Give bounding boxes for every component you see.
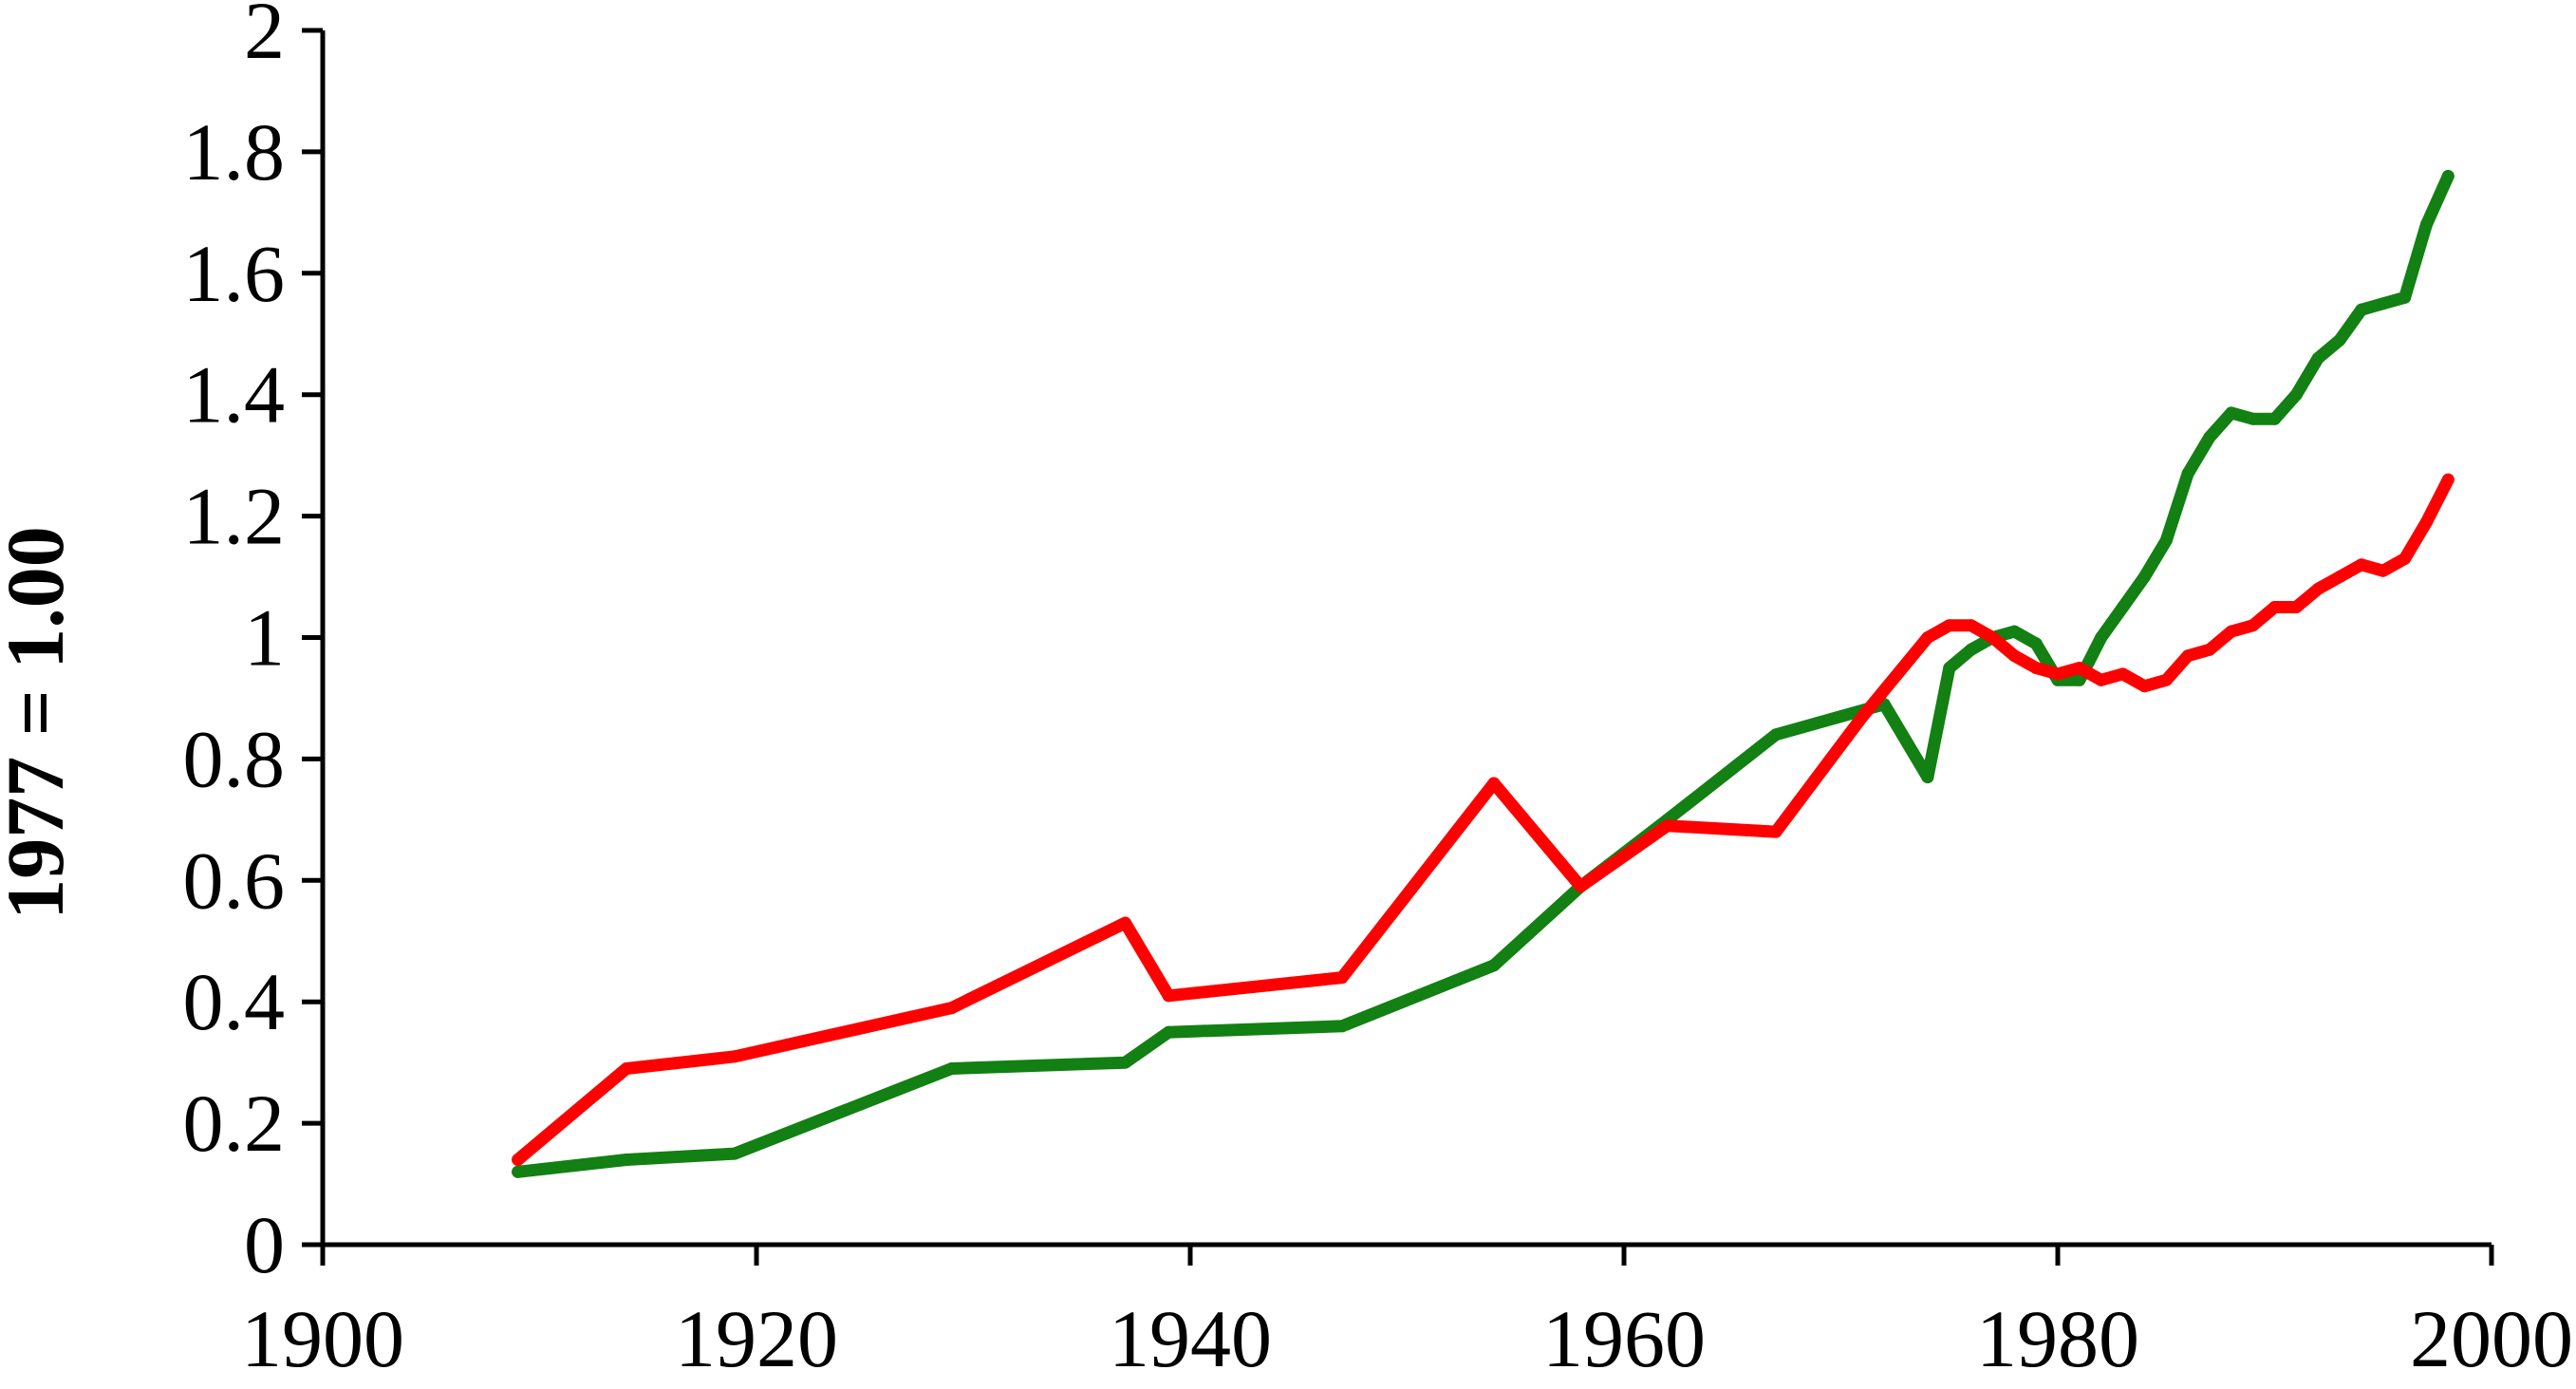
y-tick-label: 1.8	[183, 106, 286, 197]
y-tick-label: 1	[244, 592, 285, 684]
data-point	[1943, 661, 1956, 674]
data-point	[2289, 388, 2303, 402]
data-point	[2355, 303, 2368, 316]
data-point	[620, 1062, 633, 1076]
data-point	[1118, 916, 1131, 929]
data-point	[1921, 771, 1934, 784]
y-tick-label: 0.4	[183, 956, 286, 1047]
series-points-1	[512, 169, 2455, 1178]
y-tick-label: 0.6	[183, 835, 286, 926]
x-axis-ticks: 1900 1920 1940 1960 1980 2000	[241, 1245, 2573, 1384]
data-point	[2333, 571, 2346, 584]
data-point	[2137, 571, 2151, 584]
data-point	[512, 1165, 525, 1178]
data-point	[2311, 351, 2324, 365]
data-point	[1162, 989, 1175, 1003]
data-point	[620, 1153, 633, 1166]
data-point	[2377, 297, 2390, 310]
data-point	[2225, 406, 2238, 420]
series-line-1	[512, 170, 2455, 1178]
x-tick-label: 1960	[1542, 1293, 1706, 1384]
data-point	[2441, 473, 2455, 486]
data-point	[2225, 625, 2238, 638]
data-point	[2137, 680, 2151, 693]
x-tick-label: 1920	[675, 1293, 838, 1384]
data-point	[1856, 710, 1869, 723]
y-tick-label: 1.2	[183, 471, 286, 562]
data-point	[2095, 673, 2108, 686]
data-point	[1335, 1020, 1349, 1033]
data-point	[2377, 564, 2390, 577]
data-point	[2007, 625, 2021, 638]
data-point	[1943, 619, 1956, 632]
data-point	[2355, 558, 2368, 572]
data-point	[728, 1147, 741, 1160]
y-tick-label: 1.4	[183, 349, 286, 441]
data-point	[1118, 1056, 1131, 1069]
data-point	[2007, 649, 2021, 663]
data-point	[1769, 825, 1783, 838]
data-point	[2117, 667, 2130, 681]
y-axis-ticks: 0 0.2 0.4 0.6 0.8 1 1.2 1.4 1.6 1.8 2	[183, 0, 323, 1290]
data-point	[2441, 169, 2455, 182]
series-line-2	[512, 473, 2455, 1166]
data-point	[2117, 601, 2130, 614]
data-point	[1661, 819, 1674, 833]
y-tick-label: 2	[244, 0, 285, 76]
data-point	[2181, 467, 2194, 480]
data-point	[2247, 412, 2260, 425]
data-point	[945, 1062, 959, 1076]
x-tick-label: 1940	[1109, 1293, 1272, 1384]
data-point	[1769, 728, 1783, 741]
x-tick-label: 2000	[2410, 1293, 2573, 1384]
data-point	[1574, 880, 1587, 893]
data-point	[512, 1153, 525, 1166]
data-point	[1162, 1025, 1175, 1039]
data-point	[2073, 673, 2086, 686]
data-point	[2311, 582, 2324, 595]
data-point	[2289, 601, 2303, 614]
data-point	[2419, 218, 2433, 232]
x-tick-label: 1900	[241, 1293, 404, 1384]
data-point	[2399, 552, 2412, 565]
y-tick-label: 0.8	[183, 713, 286, 804]
data-point	[2247, 619, 2260, 632]
data-point	[2268, 412, 2281, 425]
data-point	[2181, 649, 2194, 663]
data-point	[1965, 619, 1978, 632]
data-point	[1487, 777, 1501, 790]
y-axis-title: 1977 = 1.00	[0, 526, 81, 920]
data-point	[2029, 637, 2043, 650]
data-point	[2095, 631, 2108, 644]
data-point	[2333, 333, 2346, 347]
data-point	[2203, 643, 2216, 656]
y-tick-label: 0	[244, 1199, 285, 1290]
x-tick-label: 1980	[1976, 1293, 2139, 1384]
data-point	[728, 1050, 741, 1063]
data-point	[2159, 534, 2173, 547]
data-point	[2203, 430, 2216, 443]
series-points-2	[512, 473, 2455, 1166]
data-point	[2159, 673, 2173, 686]
y-tick-label: 1.6	[183, 228, 286, 319]
data-point	[2051, 667, 2064, 681]
data-point	[2073, 661, 2086, 674]
data-point	[1921, 631, 1934, 644]
data-point	[1335, 971, 1349, 985]
y-tick-label: 0.2	[183, 1078, 286, 1169]
series-layer	[512, 169, 2455, 1178]
data-point	[945, 1002, 959, 1015]
data-point	[1986, 631, 1999, 644]
data-point	[2399, 291, 2412, 304]
data-point	[1965, 643, 1978, 656]
data-point	[2029, 661, 2043, 674]
data-point	[2268, 601, 2281, 614]
data-point	[1487, 959, 1501, 972]
data-point	[2419, 516, 2433, 529]
